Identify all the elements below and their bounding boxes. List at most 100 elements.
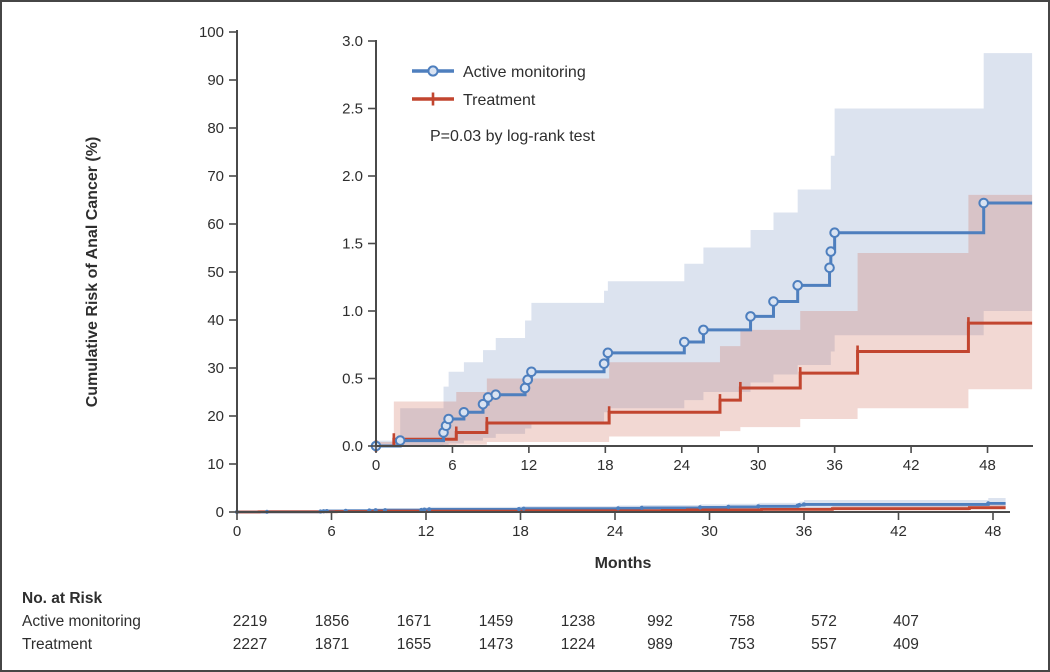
main-x-tick-label: 18: [512, 523, 529, 540]
inset-y-tick-label: 1.5: [342, 236, 363, 253]
risk-table-values: 2219 1856 1671 1459 1238 992 758 572 407 2227 1871…: [233, 613, 919, 653]
event-marker-circle-icon: [490, 389, 502, 401]
legend-label-treatment: Treatment: [463, 92, 536, 109]
inset-x-tick-label: 24: [673, 457, 690, 474]
main-y-tick-label: 50: [207, 264, 224, 281]
y-axis-title: Cumulative Risk of Anal Cancer (%): [84, 137, 101, 408]
risk-value: 409: [893, 636, 919, 653]
event-marker-circle-icon: [792, 280, 803, 291]
inset-x-tick-label: 6: [448, 457, 456, 474]
risk-value: 992: [647, 613, 673, 630]
risk-value: 1671: [397, 613, 431, 630]
inset-x-tick-label: 48: [979, 457, 996, 474]
main-y-tick-label: 100: [199, 24, 224, 41]
legend: Active monitoring Treatment P=0.03 by lo…: [412, 64, 596, 145]
event-marker-circle-icon: [726, 504, 731, 509]
risk-value: 753: [729, 636, 755, 653]
inset-x-tick-label: 36: [826, 457, 843, 474]
event-marker-circle-icon: [477, 398, 489, 410]
event-marker-circle-icon: [526, 366, 537, 378]
event-marker-circle-icon: [598, 358, 610, 369]
main-x-tick-label: 24: [607, 523, 624, 540]
inset-y-tick-label: 2.0: [342, 168, 363, 185]
risk-table-title: No. at Risk: [22, 590, 102, 607]
number-at-risk-table: No. at Risk Active monitoring Treatment …: [22, 590, 919, 653]
inset-x-tick-label: 12: [521, 457, 538, 474]
inset-x-tick-label: 30: [750, 457, 767, 474]
event-marker-circle-icon: [443, 413, 454, 425]
inset-y-tick-label: 3.0: [342, 33, 363, 50]
event-marker-circle-icon: [422, 507, 427, 512]
risk-value: 758: [729, 613, 755, 630]
event-marker-circle-icon: [639, 505, 644, 510]
risk-value: 1655: [397, 636, 431, 653]
event-marker-circle-icon: [829, 227, 840, 238]
risk-value: 2219: [233, 613, 267, 630]
event-marker-circle-icon: [825, 246, 837, 257]
main-y-tick-label: 0: [216, 504, 224, 521]
event-marker-circle-icon: [419, 507, 424, 513]
event-marker-circle-icon: [697, 505, 703, 510]
inset-x-tick-label: 42: [903, 457, 920, 474]
risk-value: 1238: [561, 613, 595, 630]
main-x-tick-label: 36: [796, 523, 813, 540]
main-x-tick-label: 0: [233, 523, 241, 540]
event-marker-circle-icon: [745, 311, 756, 322]
inset-x-tick-label: 0: [372, 457, 380, 474]
inset-markers: [370, 197, 989, 452]
risk-value: 1459: [479, 613, 513, 630]
axes: [229, 30, 1033, 520]
inset-confidence-bands: [376, 53, 1033, 447]
risk-value: 572: [811, 613, 837, 630]
event-marker-circle-icon: [978, 197, 989, 209]
inset-band-active-monitoring: [376, 53, 1033, 447]
pvalue-note: P=0.03 by log-rank test: [430, 128, 596, 145]
event-marker-circle-icon: [797, 502, 802, 508]
inset-y-tick-label: 2.5: [342, 101, 363, 118]
x-axis-title: Months: [595, 555, 652, 572]
main-y-tick-label: 30: [207, 360, 224, 377]
event-marker-circle-icon: [679, 336, 690, 348]
event-marker-circle-icon: [521, 506, 526, 511]
inset-x-tick-label: 18: [597, 457, 614, 474]
risk-value: 1871: [315, 636, 349, 653]
event-marker-circle-icon: [602, 347, 614, 359]
risk-value: 989: [647, 636, 673, 653]
risk-value: 1473: [479, 636, 513, 653]
main-x-tick-label: 12: [418, 523, 435, 540]
event-marker-circle-icon: [698, 324, 709, 336]
main-y-tick-label: 20: [207, 408, 224, 425]
risk-table-row-label-treatment: Treatment: [22, 636, 93, 653]
main-y-tick-label: 10: [207, 456, 224, 473]
inset-y-tick-label: 1.0: [342, 303, 363, 320]
event-marker-circle-icon: [824, 262, 835, 274]
main-plot-curves: [237, 501, 1006, 514]
event-marker-circle-icon: [756, 504, 761, 509]
event-marker-circle-icon: [768, 296, 779, 307]
event-marker-circle-icon: [616, 506, 621, 511]
main-y-tick-label: 40: [207, 312, 224, 329]
inset-band-treatment: [376, 194, 1033, 446]
event-marker-circle-icon: [516, 506, 522, 512]
risk-value: 1224: [561, 636, 596, 653]
risk-value: 557: [811, 636, 837, 653]
main-y-tick-label: 90: [207, 72, 224, 89]
risk-value: 407: [893, 613, 919, 630]
legend-label-active-monitoring: Active monitoring: [463, 64, 586, 81]
main-y-tick-label: 70: [207, 168, 224, 185]
main-y-tick-label: 80: [207, 120, 224, 137]
main-x-tick-label: 48: [985, 523, 1002, 540]
main-x-tick-label: 30: [701, 523, 718, 540]
risk-value: 1856: [315, 613, 349, 630]
main-y-tick-label: 60: [207, 216, 224, 233]
legend-circle-marker-icon: [427, 65, 439, 77]
main-x-tick-label: 6: [327, 523, 335, 540]
risk-table-row-label-active-monitoring: Active monitoring: [22, 613, 141, 630]
inset-y-tick-label: 0.0: [342, 438, 363, 455]
event-marker-circle-icon: [801, 502, 807, 507]
inset-y-tick-label: 0.5: [342, 371, 363, 388]
event-marker-circle-icon: [458, 406, 470, 418]
